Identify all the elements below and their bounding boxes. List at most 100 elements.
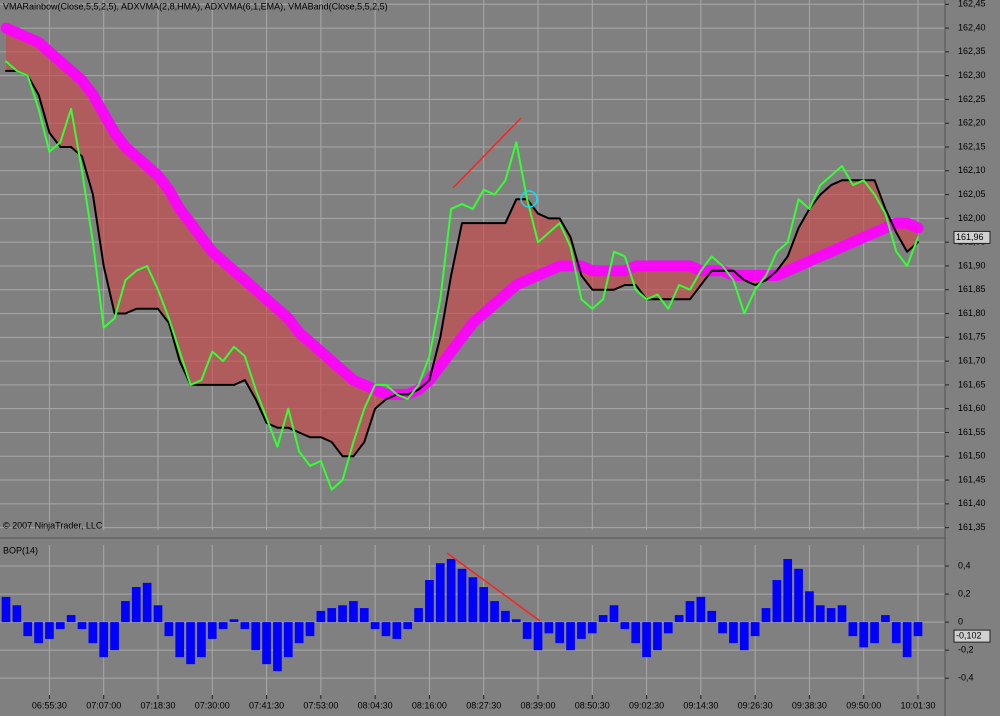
indicator-title: VMARainbow(Close,5,5,2,5), ADXVMA(2,8,HM… [3,1,388,11]
bar [110,622,119,651]
bar [142,582,152,623]
bar [251,622,261,651]
x-tick-label: 07:41:30 [249,700,284,710]
bar [653,622,662,651]
trend-line [446,552,541,622]
y-tick-label: 162,35 [958,46,986,56]
bar [555,622,565,644]
bar [913,622,923,637]
bar [218,622,228,630]
y-tick-label: 161,40 [958,498,986,508]
bar [197,622,206,658]
bar [729,622,738,644]
bar [316,610,326,623]
x-tick-label: 09:02:30 [629,700,664,710]
x-tick-label: 09:50:00 [846,700,881,710]
bar [522,622,532,639]
bar [425,580,434,623]
bar [240,622,250,630]
y-tick-label: 161,70 [958,355,986,365]
y-tick-label: 162,30 [958,70,986,80]
bar [186,622,195,665]
y-tick-label: 162,10 [958,165,986,175]
bar [761,608,771,623]
bar [381,622,391,637]
bar [468,577,478,623]
bar [153,605,163,623]
bar [891,622,901,644]
series-line [5,69,919,458]
bar [609,605,619,623]
bar [446,559,456,623]
trend-line [452,117,522,189]
y-tick-label: 162,20 [958,118,986,128]
bar [718,622,727,634]
y-tick-label: -0,2 [958,645,974,655]
y-tick-label: 161,90 [958,260,986,270]
bar [642,622,651,658]
y-tick-label: 161,45 [958,474,986,484]
y-tick-label: 161,80 [958,308,986,318]
indicator-title: BOP(14) [3,545,38,555]
bar [479,587,489,623]
bar [262,622,271,665]
bar [739,622,749,651]
bar [544,622,554,634]
bar [815,605,825,623]
bar [881,615,890,623]
bar [533,622,543,651]
y-tick-label: 0,2 [958,588,971,598]
y-tick-label: 161,60 [958,403,986,413]
bar [131,587,141,623]
bar [674,615,684,623]
bar [696,596,706,623]
bar [577,622,586,639]
y-tick-label: -0,4 [958,673,974,683]
x-tick-label: 10:01:30 [900,700,935,710]
y-tick-label: 162,25 [958,94,986,104]
bar [88,622,98,644]
bar [34,622,43,644]
watermark: © 2007 NinjaTrader, LLC [3,520,103,530]
y-tick-label: 162,45 [958,0,986,9]
bar [772,580,782,623]
x-tick-label: 06:55:30 [32,700,67,710]
bar [490,601,499,623]
bar [66,615,76,623]
y-tick-label: 161,75 [958,332,986,342]
y-tick-label: 162,05 [958,189,986,199]
bar [826,608,836,623]
y-tick-label: 162,15 [958,141,986,151]
bar [435,563,445,623]
y-tick-label: 161,35 [958,522,986,532]
bar [273,622,282,672]
y-tick-label: 162,40 [958,22,986,32]
bar [305,622,315,637]
y-tick-label: 161,65 [958,379,986,389]
y-tick-label: 161,85 [958,284,986,294]
y-tick-label: 162,00 [958,213,986,223]
bar [414,608,423,623]
bar [164,622,174,637]
bar [501,610,510,623]
bar [45,622,54,639]
bar [859,622,869,648]
y-tick-label: 161,50 [958,451,986,461]
bar [403,622,413,630]
bar [620,622,630,630]
x-tick-label: 08:04:30 [358,700,393,710]
x-tick-label: 09:38:30 [792,700,827,710]
bar [77,622,87,630]
bar [359,608,369,623]
axis-layer: 162,45 162,40 162,35 162,30 162,25 162,20 162,… [32,0,991,710]
bar [631,622,641,644]
bar [783,559,793,623]
last-value-label: -0,102 [956,630,982,640]
bar [99,622,109,658]
bar [566,622,575,651]
x-tick-label: 07:07:00 [86,700,121,710]
last-value-label: 161,96 [956,232,984,242]
bar [1,596,11,623]
